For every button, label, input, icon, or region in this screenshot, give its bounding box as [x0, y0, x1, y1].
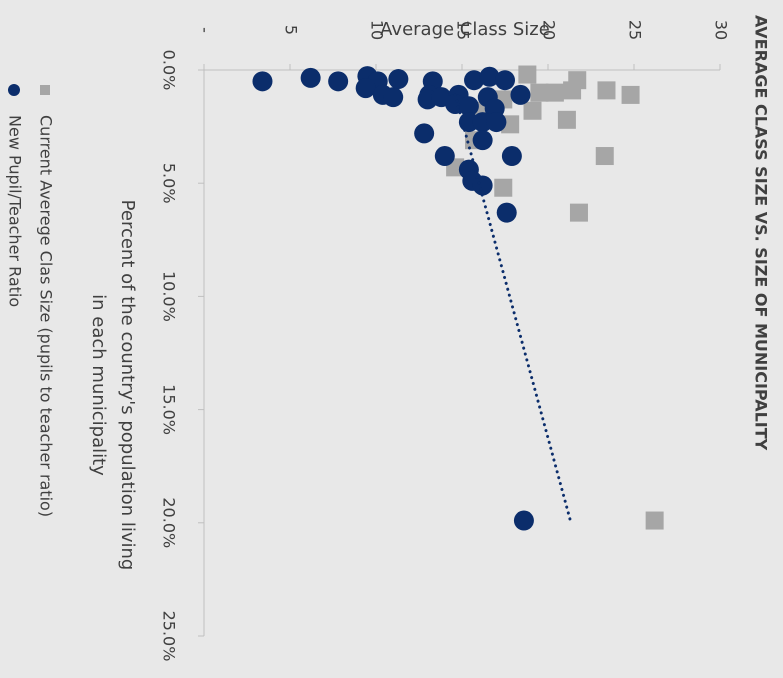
point: [523, 101, 542, 120]
y-tick-label: 5: [282, 25, 301, 35]
point: [434, 146, 455, 167]
point: [479, 66, 500, 87]
point: [595, 147, 614, 166]
point: [518, 65, 537, 84]
point: [458, 112, 479, 133]
point: [530, 83, 549, 102]
point: [486, 112, 507, 133]
point: [563, 81, 582, 100]
point: [414, 123, 435, 144]
point: [496, 202, 517, 223]
y-tick-label: 15: [454, 20, 473, 40]
y-tick-label: -: [196, 27, 215, 33]
legend-marker: [40, 85, 50, 95]
point: [513, 510, 534, 531]
point: [510, 84, 531, 105]
x-axis-title: Percent of the country's population livi…: [117, 200, 138, 571]
point: [472, 112, 493, 133]
point: [472, 175, 493, 196]
x-tick-label: 25.0%: [160, 611, 179, 662]
point: [300, 67, 321, 88]
point: [597, 81, 616, 100]
x-tick-label: 10.0%: [160, 271, 179, 322]
legend-label: Current Averege Clas Size (pupils to tea…: [37, 115, 56, 517]
x-tick-label: 5.0%: [160, 163, 179, 204]
point: [328, 71, 349, 92]
point: [645, 511, 664, 530]
point: [388, 69, 409, 90]
point: [501, 146, 522, 167]
point: [355, 78, 376, 99]
point: [383, 87, 404, 108]
trendline: [453, 93, 572, 523]
y-tick-label: 10: [368, 20, 387, 40]
y-tick-label: 25: [626, 20, 645, 40]
y-axis-title: Average Class Size: [380, 19, 550, 40]
point: [464, 70, 485, 91]
y-tick-label: 20: [540, 20, 559, 40]
point: [569, 203, 588, 222]
point: [458, 96, 479, 117]
legend-label: New Pupil/Teacher Ratio: [6, 115, 25, 307]
x-axis-title: in each municipality: [88, 294, 109, 476]
point: [494, 178, 513, 197]
y-tick-label: 30: [712, 20, 731, 40]
point: [545, 83, 564, 102]
chart-title: AVERAGE CLASS SIZE VS. SIZE OF MUNICIPAL…: [752, 15, 771, 451]
point: [621, 85, 640, 104]
x-tick-label: 15.0%: [160, 384, 179, 435]
x-tick-label: 0.0%: [160, 50, 179, 91]
legend-marker: [8, 84, 20, 96]
point: [495, 70, 515, 91]
point: [557, 110, 576, 129]
point: [252, 71, 273, 92]
point: [472, 130, 493, 151]
x-tick-label: 20.0%: [160, 497, 179, 548]
